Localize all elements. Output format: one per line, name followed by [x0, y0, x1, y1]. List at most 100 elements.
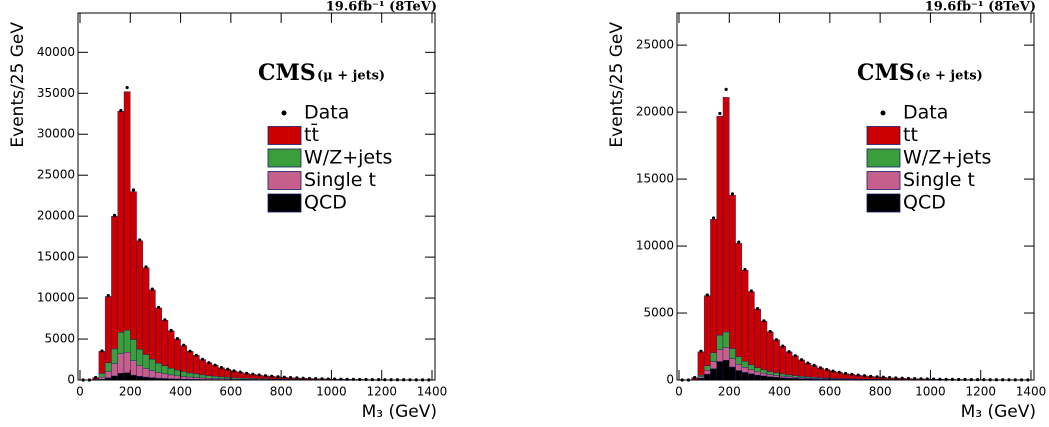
data-point: [106, 294, 110, 298]
data-point: [831, 369, 835, 373]
bar-segment: [180, 371, 188, 377]
bar-segment: [117, 373, 125, 381]
x-tick-label: 600: [219, 385, 242, 399]
bar-segment: [722, 347, 730, 361]
data-point: [711, 216, 716, 220]
data-point: [887, 376, 892, 380]
bar-segment: [735, 356, 743, 365]
bar-segment: [174, 338, 181, 371]
data-point: [950, 377, 955, 381]
bar-segment: [747, 291, 755, 365]
bar-segment: [716, 334, 724, 350]
legend-label: W/Z+jets: [903, 147, 991, 169]
legend-swatch: [267, 193, 302, 213]
bar-segment: [791, 355, 799, 376]
bar-segment: [741, 372, 749, 381]
bar-segment: [148, 289, 156, 360]
data-point: [894, 376, 898, 380]
bar-segment: [716, 361, 724, 381]
y-tick-label: 15000: [37, 250, 75, 264]
data-point: [900, 376, 904, 380]
x-tick-label: 200: [718, 385, 741, 399]
bar-segment: [697, 351, 705, 376]
bar-segment: [130, 374, 137, 381]
data-point: [749, 289, 753, 293]
y-tick-label: 20000: [636, 105, 674, 119]
bar-segment: [161, 319, 169, 367]
bar-segment: [123, 91, 131, 331]
data-point: [724, 87, 728, 91]
data-point: [730, 192, 735, 196]
data-point: [288, 375, 293, 380]
data-point: [257, 373, 261, 377]
data-point: [806, 361, 810, 365]
bar-segment: [123, 352, 131, 373]
y-tick-label: 0: [67, 373, 75, 387]
data-point: [301, 376, 305, 380]
bar-segment: [735, 243, 743, 358]
bar-segment: [703, 373, 711, 381]
bar-segment: [136, 240, 144, 350]
bar-segment: [710, 361, 717, 369]
y-tick-label: 10000: [37, 291, 75, 305]
bar-segment: [716, 349, 724, 362]
data-point: [774, 338, 779, 342]
frame: [77, 12, 436, 381]
x-tick-label: 400: [768, 385, 791, 399]
bar-segment: [98, 351, 106, 374]
data-point: [856, 373, 860, 377]
bar-segment: [735, 364, 743, 371]
data-point: [112, 213, 117, 217]
legend-marker: [281, 110, 287, 116]
bar-segment: [729, 366, 736, 381]
y-tick-label: 25000: [636, 38, 674, 52]
bar-segment: [205, 375, 213, 379]
bar-segment: [123, 329, 131, 353]
x-tick-label: 1000: [316, 385, 347, 399]
data-point: [131, 188, 136, 192]
bar-segment: [760, 375, 768, 381]
bar-segment: [167, 374, 175, 379]
data-point: [743, 267, 747, 272]
y-tick-label: 5000: [44, 332, 75, 346]
bar-segment: [180, 345, 188, 372]
x-tick-label: 1200: [965, 385, 996, 399]
y-axis-label: Events/25 GeV: [8, 22, 28, 148]
data-point: [100, 349, 104, 353]
y-tick-label: 35000: [37, 86, 75, 100]
bar-segment: [804, 362, 812, 378]
bar-segment: [155, 307, 162, 364]
legend-swatch: [866, 171, 901, 190]
bar-segment: [104, 371, 112, 379]
legend-swatch: [866, 126, 901, 145]
bar-segment: [205, 362, 213, 376]
data-point: [125, 85, 129, 90]
bar-segment: [703, 370, 711, 375]
bar-segment: [760, 369, 768, 374]
bar-segment: [117, 353, 125, 374]
data-point: [232, 369, 236, 373]
bar-segment: [697, 374, 705, 377]
bar-segment: [760, 372, 768, 377]
cms-label: CMS: [258, 60, 316, 86]
data-point: [850, 372, 854, 376]
y-tick-label: 25000: [37, 168, 75, 182]
legend-swatch: [866, 193, 901, 213]
data-point: [182, 343, 186, 347]
bar-segment: [779, 373, 787, 377]
y-axis-label: Events/25 GeV: [607, 22, 627, 148]
bar-segment: [130, 191, 137, 340]
data-point: [869, 374, 873, 378]
data-point: [169, 328, 173, 333]
bar-segment: [766, 331, 774, 372]
bar-segment: [735, 370, 743, 381]
bar-segment: [199, 377, 206, 380]
x-tick-label: 600: [818, 385, 841, 399]
plot: [81, 85, 433, 382]
bar-segment: [211, 365, 219, 377]
y-tick-label: 0: [666, 373, 674, 387]
bar-segment: [766, 374, 774, 377]
bar-segment: [192, 377, 200, 380]
data-point: [244, 371, 249, 375]
legend-label: QCD: [304, 192, 347, 214]
